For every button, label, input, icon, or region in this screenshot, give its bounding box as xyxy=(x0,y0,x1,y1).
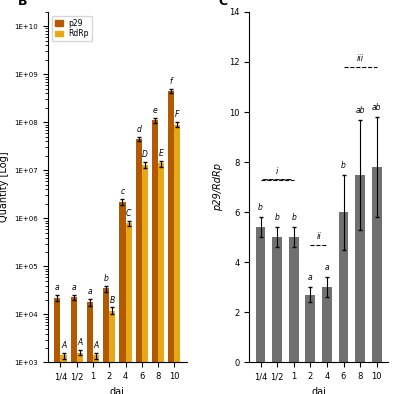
Text: e: e xyxy=(152,106,157,115)
Text: f: f xyxy=(170,77,172,86)
Bar xyxy=(54,298,60,394)
Text: B: B xyxy=(18,0,27,8)
Bar xyxy=(60,355,67,394)
Bar xyxy=(70,297,77,394)
Text: ab: ab xyxy=(372,103,382,112)
Text: D: D xyxy=(142,150,148,159)
Bar xyxy=(87,302,93,394)
Bar xyxy=(372,167,382,362)
Text: A: A xyxy=(94,341,99,350)
Text: d: d xyxy=(136,125,141,134)
Text: C: C xyxy=(126,209,131,217)
X-axis label: dai: dai xyxy=(110,387,125,394)
Bar xyxy=(136,139,142,394)
Text: b: b xyxy=(104,273,109,282)
Text: b: b xyxy=(341,161,346,169)
Text: a: a xyxy=(71,282,76,292)
Text: a: a xyxy=(308,273,313,282)
Text: a: a xyxy=(88,287,92,296)
Bar xyxy=(289,237,299,362)
Y-axis label: p29/RdRp: p29/RdRp xyxy=(214,163,224,211)
Text: iii: iii xyxy=(356,54,364,63)
Text: b: b xyxy=(291,213,296,222)
X-axis label: dai: dai xyxy=(311,387,326,394)
Bar xyxy=(305,295,315,362)
Bar xyxy=(109,310,116,394)
Bar xyxy=(142,165,148,394)
Text: a: a xyxy=(55,283,60,292)
Legend: p29, RdRp: p29, RdRp xyxy=(52,16,92,41)
Bar xyxy=(355,175,365,362)
Bar xyxy=(158,164,164,394)
Y-axis label: Quantity [Log]: Quantity [Log] xyxy=(0,152,9,223)
Bar xyxy=(256,227,266,362)
Text: F: F xyxy=(175,110,180,119)
Bar xyxy=(338,212,348,362)
Bar xyxy=(322,287,332,362)
Text: b: b xyxy=(275,213,280,222)
Bar xyxy=(126,223,132,394)
Text: c: c xyxy=(120,188,124,196)
Text: B: B xyxy=(110,296,115,305)
Text: a: a xyxy=(324,263,329,272)
Text: E: E xyxy=(159,149,164,158)
Bar xyxy=(93,355,99,394)
Bar xyxy=(272,237,282,362)
Text: ab: ab xyxy=(355,106,365,115)
Bar xyxy=(174,125,180,394)
Bar xyxy=(119,202,126,394)
Text: b: b xyxy=(258,203,263,212)
Bar xyxy=(77,353,83,394)
Bar xyxy=(103,288,109,394)
Text: C: C xyxy=(219,0,228,8)
Text: ii: ii xyxy=(316,232,321,241)
Bar xyxy=(168,91,174,394)
Bar xyxy=(152,120,158,394)
Text: A: A xyxy=(77,338,82,347)
Text: A: A xyxy=(61,341,66,350)
Text: i: i xyxy=(276,167,278,176)
